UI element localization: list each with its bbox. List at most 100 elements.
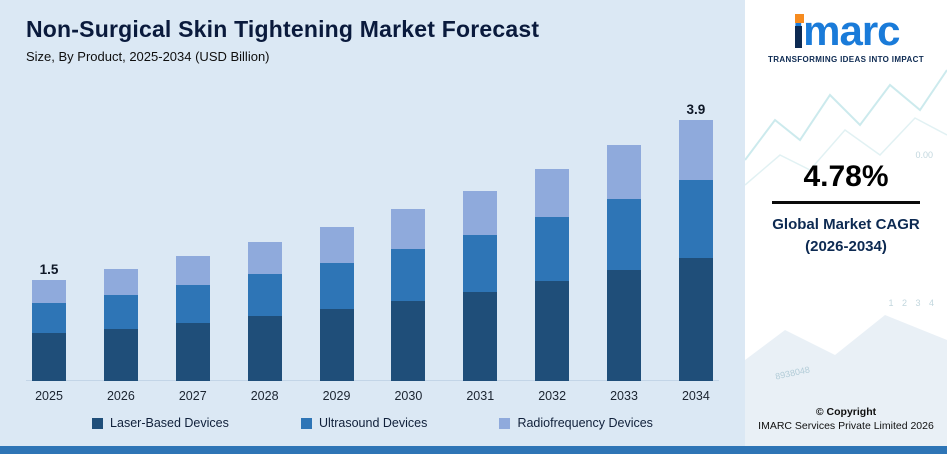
legend-swatch-ultrasound-devices bbox=[300, 417, 312, 429]
x-axis-label-2031: 2031 bbox=[466, 389, 495, 403]
bar-segment-radiofrequency-devices bbox=[535, 169, 570, 217]
bar-segment-ultrasound-devices bbox=[32, 303, 66, 333]
bar-stack bbox=[678, 120, 713, 381]
chart-subtitle: Size, By Product, 2025-2034 (USD Billion… bbox=[26, 49, 270, 64]
cagr-underline bbox=[772, 201, 920, 204]
copyright-line2: IMARC Services Private Limited 2026 bbox=[758, 420, 934, 432]
bar-value-label: 3.9 bbox=[686, 102, 706, 117]
bar-stack bbox=[607, 145, 641, 381]
bar-value-label bbox=[119, 251, 123, 269]
bar-segment-laser-based-devices bbox=[607, 270, 641, 381]
copyright-line1: © Copyright bbox=[815, 406, 877, 418]
bar-segment-laser-based-devices bbox=[103, 329, 138, 381]
bar-value-label bbox=[622, 127, 626, 145]
imarc-logo-dot bbox=[795, 14, 805, 23]
legend-item-ultrasound-devices: Ultrasound Devices bbox=[300, 416, 428, 430]
sidebar: 0.00 1 2 3 4 8938048 imarc TRANSFORMING … bbox=[745, 0, 947, 446]
x-axis-label-2028: 2028 bbox=[250, 389, 279, 403]
bar-value-label bbox=[406, 191, 410, 209]
bar-stack bbox=[319, 227, 354, 381]
watermark-text: 0.00 bbox=[915, 150, 933, 160]
bar-stack bbox=[391, 209, 426, 381]
x-axis-label-2034: 2034 bbox=[681, 389, 710, 403]
bar-segment-laser-based-devices bbox=[535, 281, 570, 381]
watermark-text: 1 2 3 4 bbox=[888, 298, 937, 308]
bar-column-2030: 2030 bbox=[385, 191, 431, 404]
legend-swatch-radiofrequency-devices bbox=[499, 417, 511, 429]
bar-stack bbox=[463, 191, 498, 381]
imarc-logo-text: imarc bbox=[792, 7, 900, 54]
bar-segment-ultrasound-devices bbox=[103, 295, 138, 329]
bottom-accent-strip bbox=[0, 446, 947, 454]
bar-segment-laser-based-devices bbox=[247, 316, 282, 381]
legend: Laser-Based Devices Ultrasound Devices Rad… bbox=[26, 416, 719, 430]
bar-value-label bbox=[550, 151, 554, 169]
bar-segment-laser-based-devices bbox=[391, 301, 426, 381]
bar-column-2032: 2032 bbox=[529, 151, 575, 404]
bar-value-label bbox=[335, 209, 339, 227]
bar-segment-radiofrequency-devices bbox=[678, 120, 713, 180]
bar-segment-radiofrequency-devices bbox=[32, 280, 66, 303]
bar-segment-laser-based-devices bbox=[175, 323, 210, 381]
legend-label-radiofrequency-devices: Radiofrequency Devices bbox=[517, 416, 653, 430]
bar-value-label bbox=[478, 173, 482, 191]
bar-value-label bbox=[191, 238, 195, 256]
x-axis-label-2027: 2027 bbox=[178, 389, 207, 403]
bar-segment-radiofrequency-devices bbox=[463, 191, 498, 235]
legend-label-laser-based-devices: Laser-Based Devices bbox=[110, 416, 229, 430]
bar-stack bbox=[32, 280, 66, 381]
bar-column-2026: 2026 bbox=[98, 251, 144, 404]
chart-title: Non-Surgical Skin Tightening Market Fore… bbox=[26, 16, 540, 42]
bar-column-2033: 2033 bbox=[601, 127, 647, 404]
bar-segment-ultrasound-devices bbox=[607, 199, 641, 270]
bar-stack bbox=[103, 269, 138, 381]
bar-segment-ultrasound-devices bbox=[535, 217, 570, 281]
bar-segment-ultrasound-devices bbox=[678, 180, 713, 258]
bar-segment-radiofrequency-devices bbox=[391, 209, 426, 249]
cagr-years: (2026-2034) bbox=[805, 237, 887, 255]
cagr-block: 4.78% Global Market CAGR (2026-2034) bbox=[772, 160, 920, 258]
bar-stack bbox=[247, 242, 282, 381]
chart-panel: Non-Surgical Skin Tightening Market Fore… bbox=[0, 0, 745, 446]
bar-segment-laser-based-devices bbox=[463, 292, 498, 381]
bar-segment-radiofrequency-devices bbox=[175, 256, 210, 285]
bar-column-2025: 1.5 2025 bbox=[26, 262, 72, 404]
legend-label-ultrasound-devices: Ultrasound Devices bbox=[318, 416, 428, 430]
bar-column-2029: 2029 bbox=[314, 209, 360, 404]
x-axis-label-2033: 2033 bbox=[610, 389, 638, 403]
bar-segment-ultrasound-devices bbox=[319, 263, 354, 309]
bar-segment-radiofrequency-devices bbox=[607, 145, 641, 199]
cagr-value: 4.78% bbox=[803, 160, 889, 193]
x-axis-label-2025: 2025 bbox=[35, 389, 63, 403]
bar-segment-ultrasound-devices bbox=[175, 285, 210, 323]
imarc-tagline: TRANSFORMING IDEAS INTO IMPACT bbox=[768, 55, 924, 64]
bar-column-2034: 3.9 2034 bbox=[673, 102, 719, 404]
x-axis-label-2030: 2030 bbox=[394, 389, 423, 403]
imarc-logo-stem bbox=[795, 26, 803, 48]
bar-plot: 1.5 2025 2026 2027 2028 2029 2030 2031 20… bbox=[26, 94, 719, 404]
copyright: © Copyright IMARC Services Private Limit… bbox=[758, 406, 934, 432]
x-axis-label-2026: 2026 bbox=[106, 389, 135, 403]
bar-stack bbox=[535, 169, 570, 381]
bar-value-label: 1.5 bbox=[39, 262, 59, 277]
bar-segment-ultrasound-devices bbox=[463, 235, 498, 292]
x-axis-label-2032: 2032 bbox=[538, 389, 567, 403]
bar-segment-laser-based-devices bbox=[678, 258, 713, 381]
bar-segment-ultrasound-devices bbox=[247, 274, 282, 316]
imarc-logo: imarc TRANSFORMING IDEAS INTO IMPACT bbox=[768, 7, 924, 65]
legend-item-laser-based-devices: Laser-Based Devices bbox=[92, 416, 229, 430]
bar-segment-laser-based-devices bbox=[32, 333, 66, 381]
bar-segment-laser-based-devices bbox=[319, 309, 354, 381]
bar-column-2027: 2027 bbox=[170, 238, 216, 404]
bar-segment-radiofrequency-devices bbox=[103, 269, 138, 295]
bar-segment-radiofrequency-devices bbox=[247, 242, 282, 274]
legend-swatch-laser-based-devices bbox=[92, 417, 104, 429]
x-axis-label-2029: 2029 bbox=[322, 389, 351, 403]
bar-stack bbox=[175, 256, 210, 381]
watermark-text: 8938048 bbox=[774, 364, 811, 382]
bar-segment-radiofrequency-devices bbox=[319, 227, 354, 263]
legend-item-radiofrequency-devices: Radiofrequency Devices bbox=[499, 416, 653, 430]
cagr-label: Global Market CAGR bbox=[772, 216, 920, 233]
bar-segment-ultrasound-devices bbox=[391, 249, 426, 301]
